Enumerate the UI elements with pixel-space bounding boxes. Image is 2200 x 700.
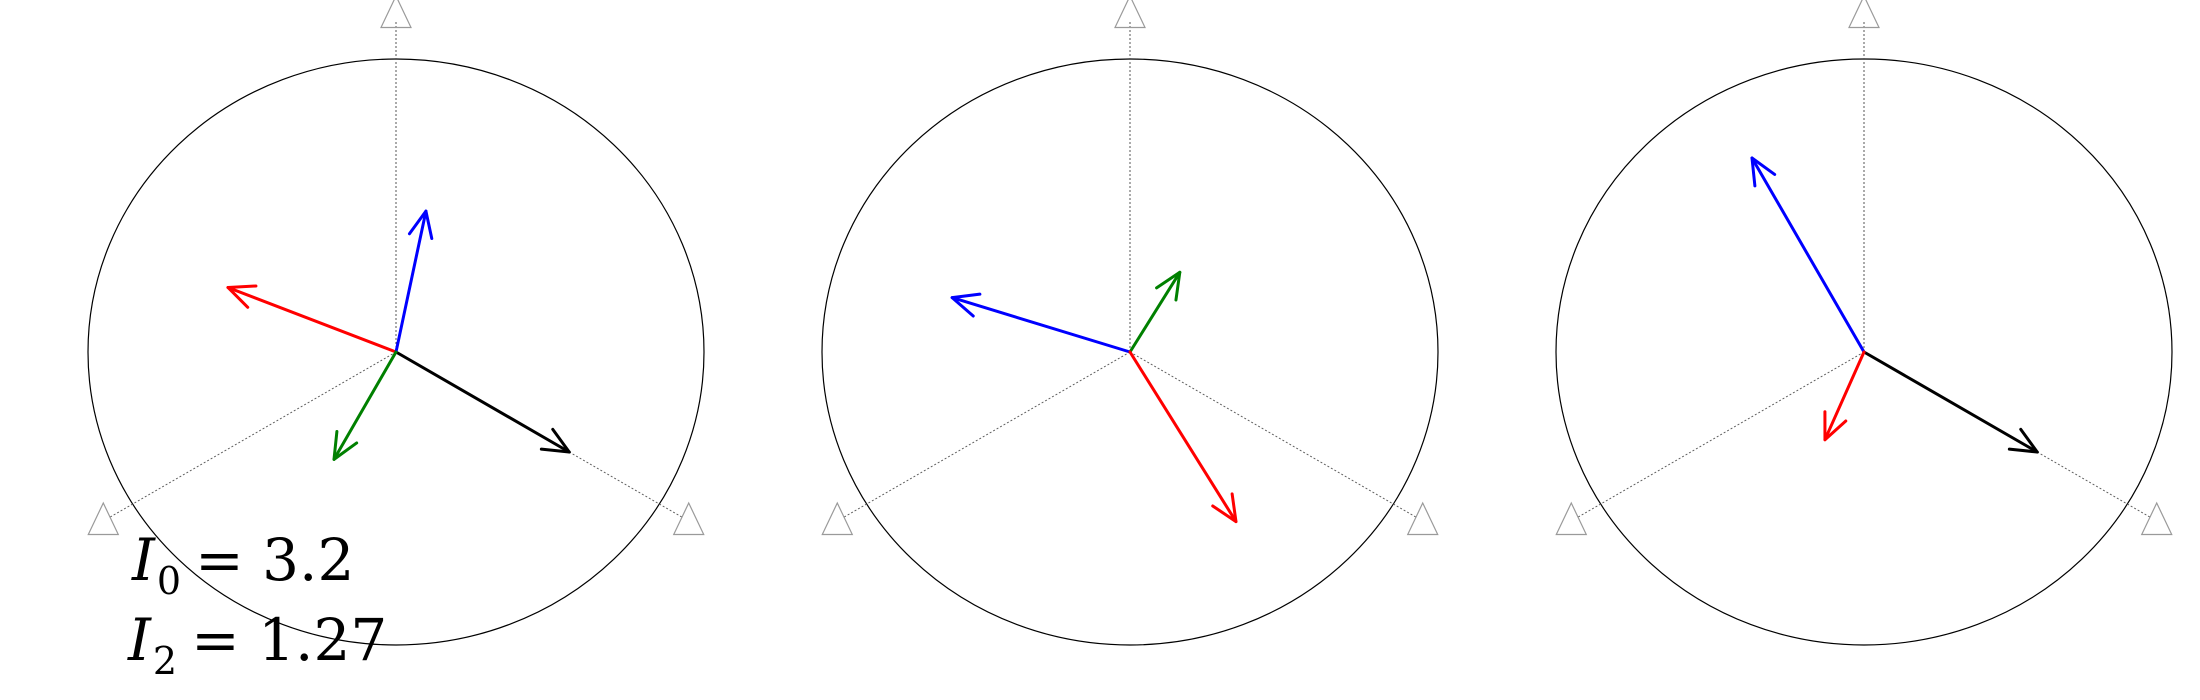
axis-line-2 <box>1577 351 1865 518</box>
current-labels: I0 = 3.2 I2 = 1.27 <box>127 526 387 683</box>
red-vector-shaft <box>1823 350 1866 442</box>
red-vector-head <box>1823 410 1848 442</box>
black-vector <box>394 350 571 454</box>
panels-layer <box>87 0 2173 646</box>
label-i0-subscript: 0 <box>157 559 181 603</box>
blue-vector-shaft <box>1750 156 1866 354</box>
label-i2-symbol: I <box>127 606 152 674</box>
sensor-marker-3 <box>1406 501 1439 536</box>
label-i2-value: = 1.27 <box>191 606 387 674</box>
green-vector <box>332 350 398 461</box>
sensor-marker-1 <box>1848 0 1880 29</box>
red-vector <box>1823 350 1866 442</box>
label-i0: I0 = 3.2 <box>131 526 354 603</box>
red-vector-shaft <box>1128 350 1238 524</box>
green-vector-head <box>332 430 359 461</box>
blue-vector-shaft <box>394 209 428 354</box>
panel-2 <box>821 0 1439 646</box>
black-vector-shaft <box>394 350 571 454</box>
blue-vector <box>394 209 434 354</box>
panel-3 <box>1555 0 2173 646</box>
blue-vector-head <box>950 292 982 318</box>
blue-vector-head <box>407 209 434 241</box>
red-vector-shaft <box>226 285 398 354</box>
label-i2-subscript: 2 <box>153 639 177 683</box>
axis-line-3 <box>1129 351 1417 518</box>
black-vector-head <box>539 427 571 454</box>
sensor-marker-2 <box>1555 501 1588 536</box>
blue-vector <box>950 292 1132 354</box>
black-vector-shaft <box>1862 350 2039 454</box>
black-vector-head <box>2007 427 2039 454</box>
panel-1 <box>87 0 705 646</box>
label-i0-symbol: I <box>131 526 156 594</box>
label-i2: I2 = 1.27 <box>127 606 387 683</box>
red-vector <box>226 284 398 354</box>
blue-vector-shaft <box>950 296 1132 354</box>
black-vector <box>1862 350 2039 454</box>
sensor-marker-3 <box>672 501 705 536</box>
blue-vector <box>1750 156 1866 354</box>
green-vector-shaft <box>332 350 398 461</box>
sensor-marker-3 <box>2140 501 2173 536</box>
sensor-marker-1 <box>380 0 412 29</box>
axis-line-2 <box>843 351 1131 518</box>
green-vector-shaft <box>1128 270 1182 354</box>
axis-line-2 <box>109 351 397 518</box>
green-vector-head <box>1155 270 1182 302</box>
blue-vector-head <box>1750 156 1777 188</box>
green-vector <box>1128 270 1182 354</box>
sensor-marker-1 <box>1114 0 1146 29</box>
sensor-marker-2 <box>87 501 120 536</box>
sensor-marker-2 <box>821 501 854 536</box>
red-vector <box>1128 350 1238 524</box>
label-i0-value: = 3.2 <box>195 526 354 594</box>
red-vector-head <box>226 284 258 309</box>
red-vector-head <box>1211 492 1238 524</box>
